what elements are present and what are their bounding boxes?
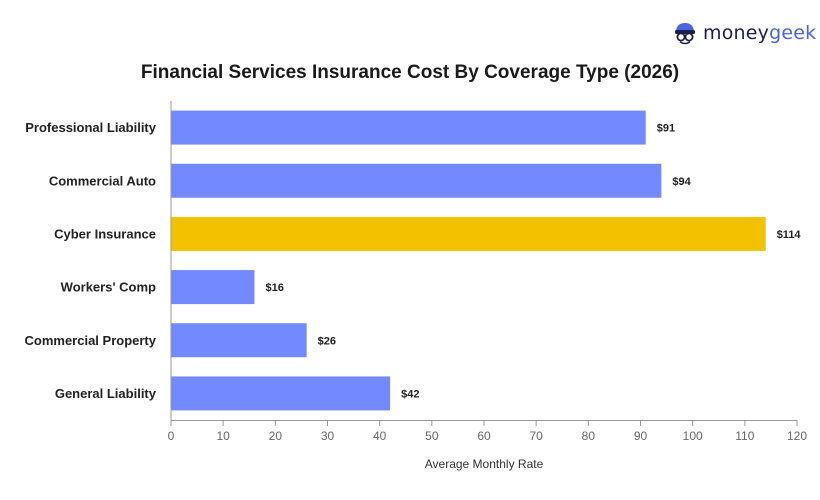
- data-label: $114: [777, 229, 802, 241]
- data-label: $91: [657, 123, 675, 135]
- category-label: General Liability: [55, 386, 157, 401]
- x-tick-label: 40: [373, 429, 387, 443]
- x-tick-label: 110: [735, 429, 754, 443]
- x-tick-label: 100: [683, 429, 703, 443]
- x-tick-label: 90: [634, 429, 648, 443]
- brand-name-part2: geek: [769, 22, 817, 44]
- data-label: $94: [672, 176, 691, 188]
- data-label: $16: [265, 282, 283, 294]
- category-label: Professional Liability: [25, 120, 157, 135]
- x-tick-label: 0: [168, 429, 175, 443]
- brand-name: moneygeek: [703, 22, 816, 44]
- x-tick-label: 50: [425, 429, 439, 443]
- chart-title: Financial Services Insurance Cost By Cov…: [140, 62, 680, 83]
- x-axis-label: Average Monthly Rate: [424, 457, 544, 471]
- category-label: Workers' Comp: [61, 280, 156, 295]
- x-tick-label: 120: [787, 429, 807, 443]
- x-tick-label: 10: [216, 429, 230, 443]
- bar: [171, 110, 646, 145]
- x-tick-label: 70: [529, 429, 543, 443]
- bar: [171, 323, 307, 358]
- geek-mascot-icon: [675, 23, 695, 45]
- data-label: $26: [318, 335, 336, 347]
- brand-name-part1: money: [703, 22, 770, 44]
- data-label: $42: [401, 388, 419, 400]
- moneygeek-logo: moneygeek: [672, 20, 816, 46]
- x-tick-label: 80: [582, 429, 596, 443]
- x-tick-label: 30: [321, 429, 335, 443]
- x-tick-label: 20: [269, 429, 283, 443]
- bar: [171, 216, 766, 251]
- bar: [171, 163, 662, 198]
- bar: [171, 270, 255, 305]
- bar: [171, 376, 391, 411]
- category-label: Commercial Property: [25, 333, 157, 348]
- category-label: Commercial Auto: [49, 173, 156, 188]
- x-tick-label: 60: [477, 429, 491, 443]
- category-label: Cyber Insurance: [54, 226, 156, 241]
